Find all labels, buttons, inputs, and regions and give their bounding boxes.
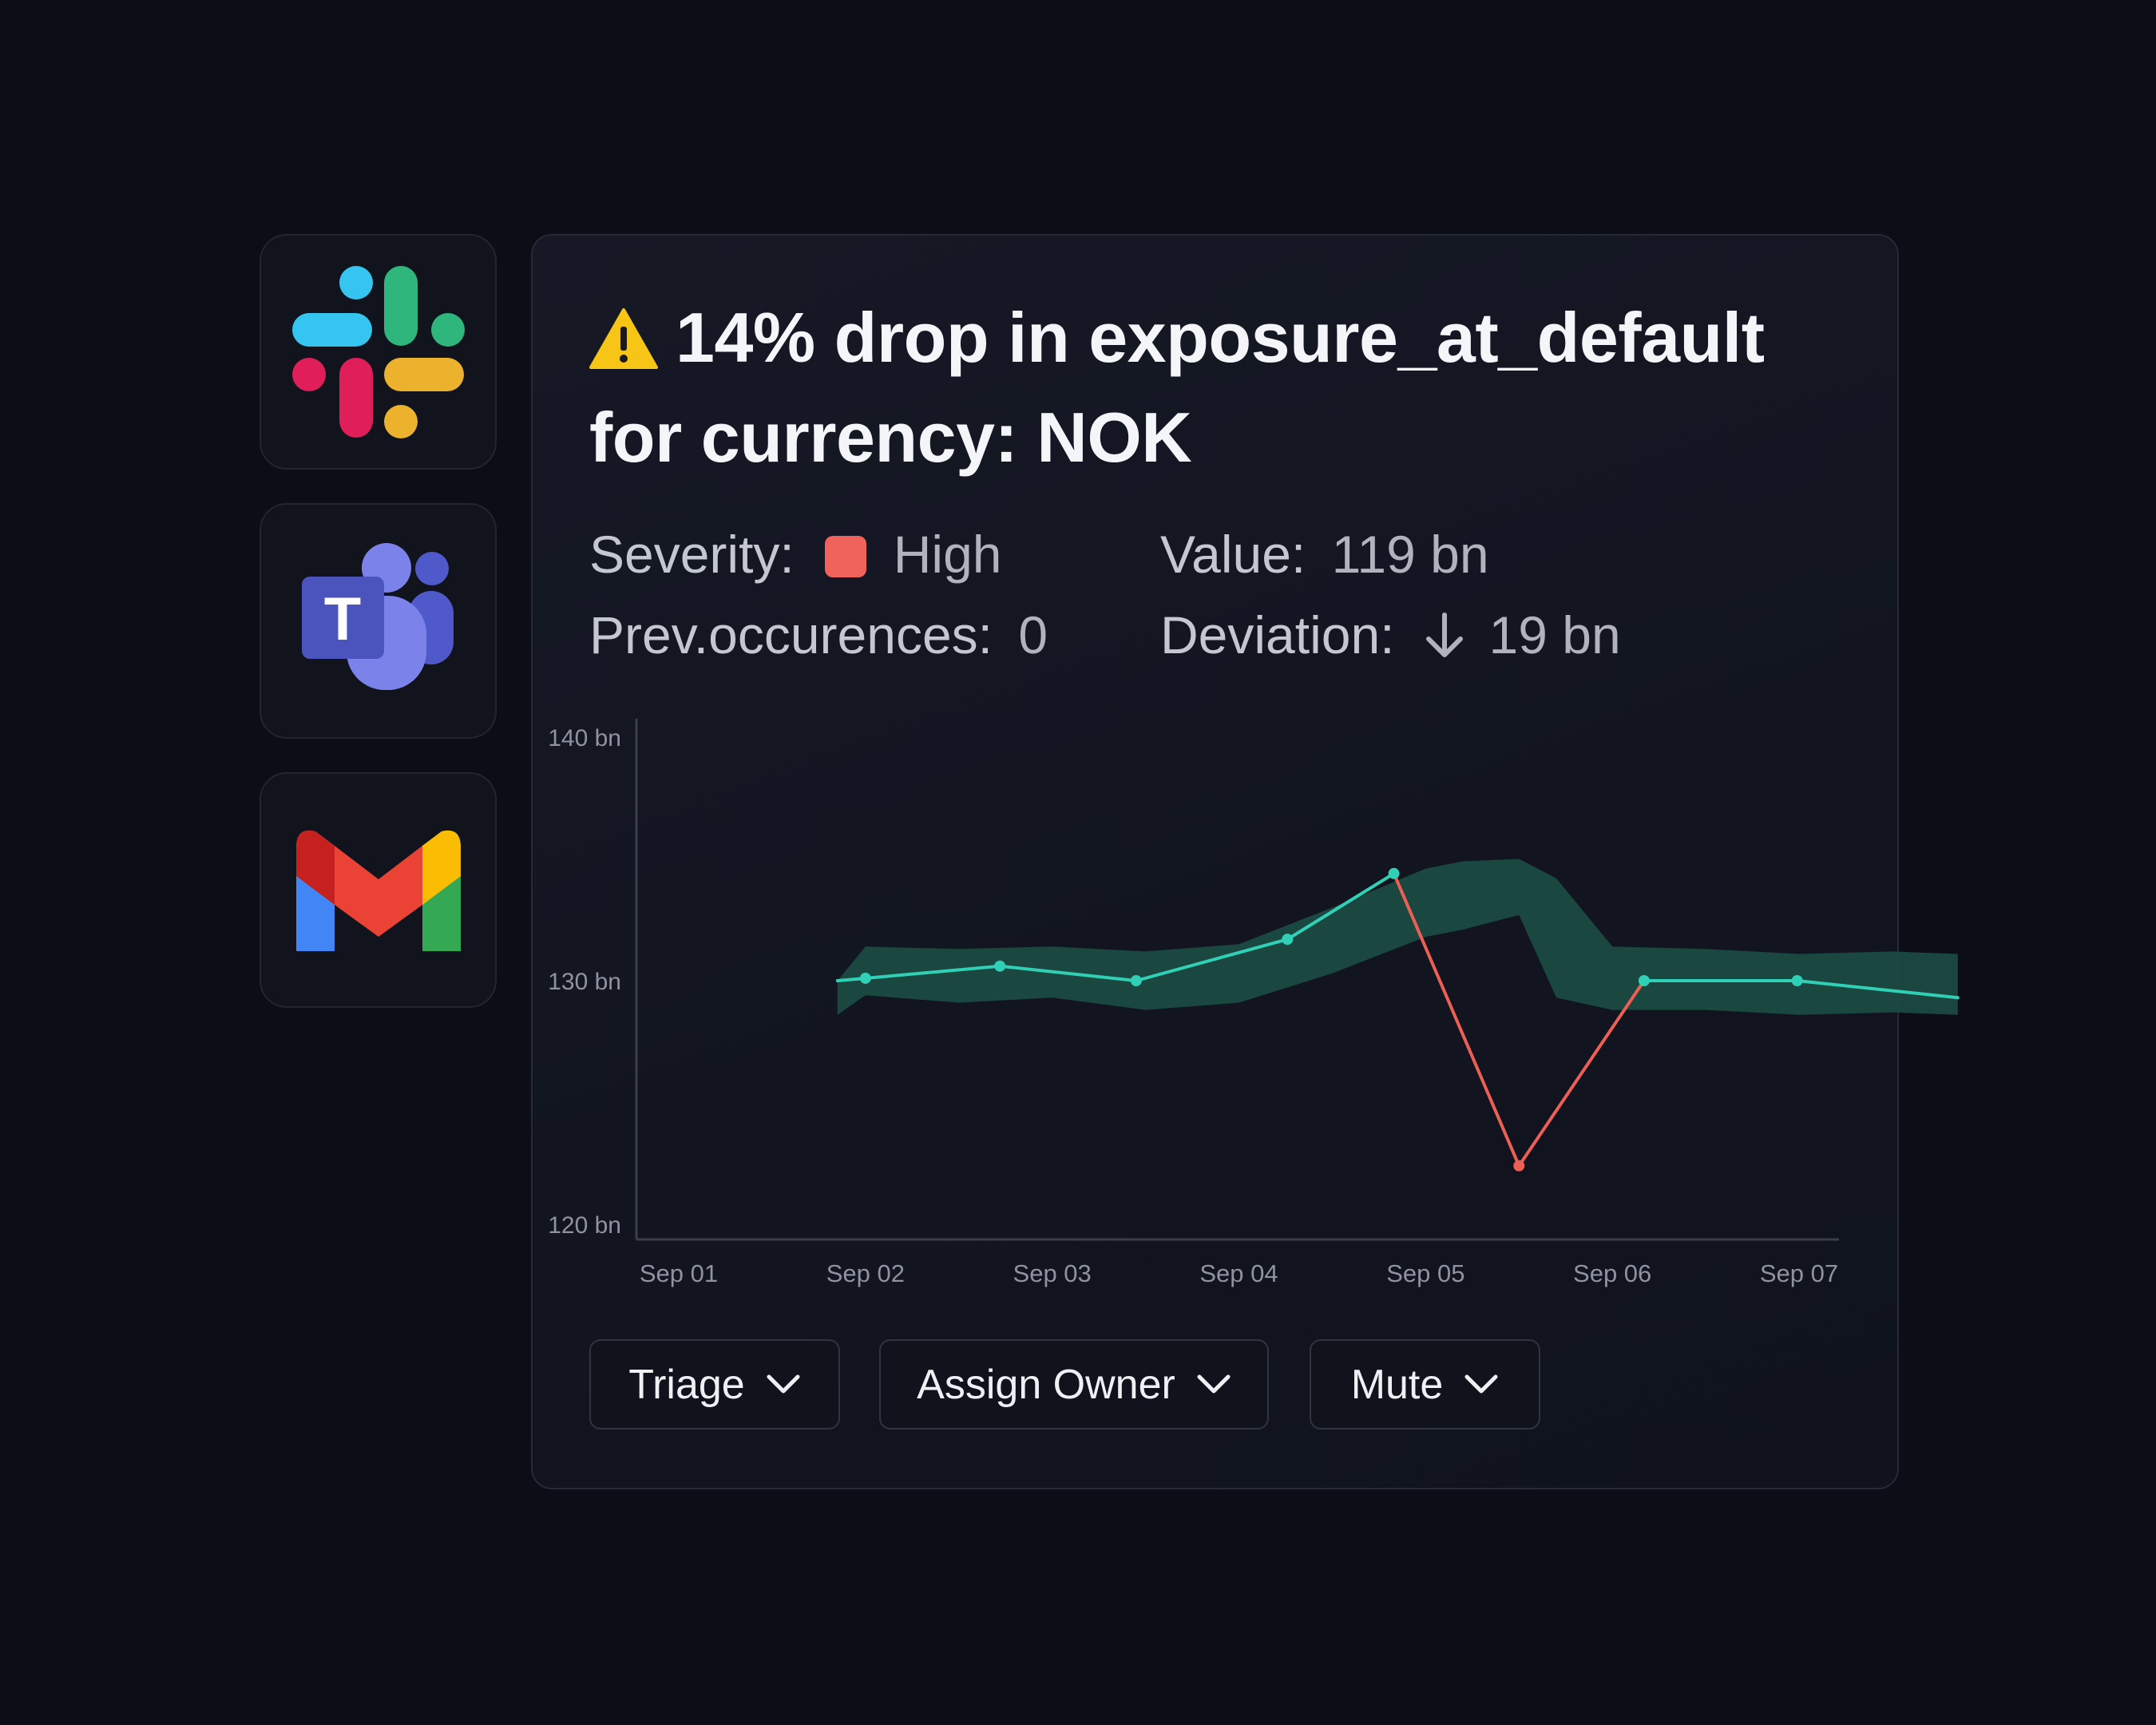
- x-tick-label: Sep 07: [1760, 1259, 1838, 1287]
- chevron-down-icon: [1196, 1374, 1231, 1396]
- value-label: Value:: [1160, 525, 1306, 584]
- x-tick-label: Sep 04: [1199, 1259, 1278, 1287]
- data-point: [1791, 975, 1803, 986]
- slack-icon: [291, 265, 465, 438]
- prev-occurrences-row: Prev.occurences: 0: [589, 603, 1048, 667]
- x-tick-label: Sep 05: [1386, 1259, 1464, 1287]
- prev-occurrences-label: Prev.occurences:: [589, 605, 993, 664]
- alert-title-line1: 14% drop in exposure_at_default: [676, 298, 1765, 377]
- data-point: [1130, 975, 1142, 986]
- data-point: [1282, 934, 1294, 946]
- expected-range-area: [837, 859, 1958, 1015]
- assign-owner-button-label: Assign Owner: [917, 1361, 1175, 1408]
- severity-label: Severity:: [589, 525, 795, 584]
- data-point: [1638, 975, 1650, 986]
- gmail-app-tile[interactable]: [260, 772, 497, 1008]
- deviation-value: 19 bn: [1488, 605, 1621, 664]
- x-tick-label: Sep 06: [1573, 1259, 1651, 1287]
- chart-labels: 140 bn 130 bn 120 bn Sep 01 Sep 02 Sep 03 Sep …: [548, 725, 1838, 1287]
- x-tick-label: Sep 01: [640, 1259, 718, 1287]
- deviation-row: Deviation: 19 bn: [1160, 603, 1621, 673]
- severity-indicator: [824, 536, 866, 577]
- y-tick-label: 140 bn: [548, 725, 621, 751]
- alert-card: [531, 234, 1899, 1489]
- gmail-icon: [295, 830, 461, 951]
- teams-icon: T: [301, 542, 454, 690]
- alert-title-line2: for currency: NOK: [589, 398, 1192, 477]
- arrow-down-icon: [1424, 609, 1465, 673]
- chart-axes: [635, 719, 1839, 1241]
- assign-owner-button[interactable]: Assign Owner: [879, 1339, 1269, 1430]
- anomaly-point: [1513, 1160, 1525, 1172]
- severity-row: Severity: High: [589, 522, 1002, 586]
- x-tick-label: Sep 03: [1013, 1259, 1092, 1287]
- data-point: [859, 972, 871, 984]
- severity-value: High: [893, 525, 1002, 584]
- warning-icon: [589, 299, 658, 391]
- chevron-down-icon: [766, 1374, 801, 1396]
- data-point: [1388, 867, 1400, 879]
- teams-letter: T: [323, 585, 360, 653]
- alert-title: 14% drop in exposure_at_default for curr…: [589, 291, 1867, 483]
- deviation-label: Deviation:: [1160, 605, 1395, 664]
- prev-occurrences-value: 0: [1018, 605, 1048, 664]
- value-row: Value: 119 bn: [1160, 522, 1489, 586]
- mute-button[interactable]: Mute: [1310, 1339, 1540, 1430]
- chevron-down-icon: [1464, 1374, 1499, 1396]
- data-point: [994, 960, 1006, 972]
- teams-app-tile[interactable]: T: [260, 503, 497, 739]
- y-tick-label: 120 bn: [548, 1212, 621, 1239]
- chart-points: [859, 867, 1803, 1172]
- triage-button[interactable]: Triage: [589, 1339, 840, 1430]
- value-value: 119 bn: [1331, 525, 1489, 584]
- triage-button-label: Triage: [628, 1361, 745, 1408]
- y-tick-label: 130 bn: [548, 969, 621, 995]
- slack-app-tile[interactable]: [260, 234, 497, 470]
- mute-button-label: Mute: [1350, 1361, 1444, 1408]
- x-tick-label: Sep 02: [826, 1259, 905, 1287]
- expected-range-band: [837, 859, 1958, 1015]
